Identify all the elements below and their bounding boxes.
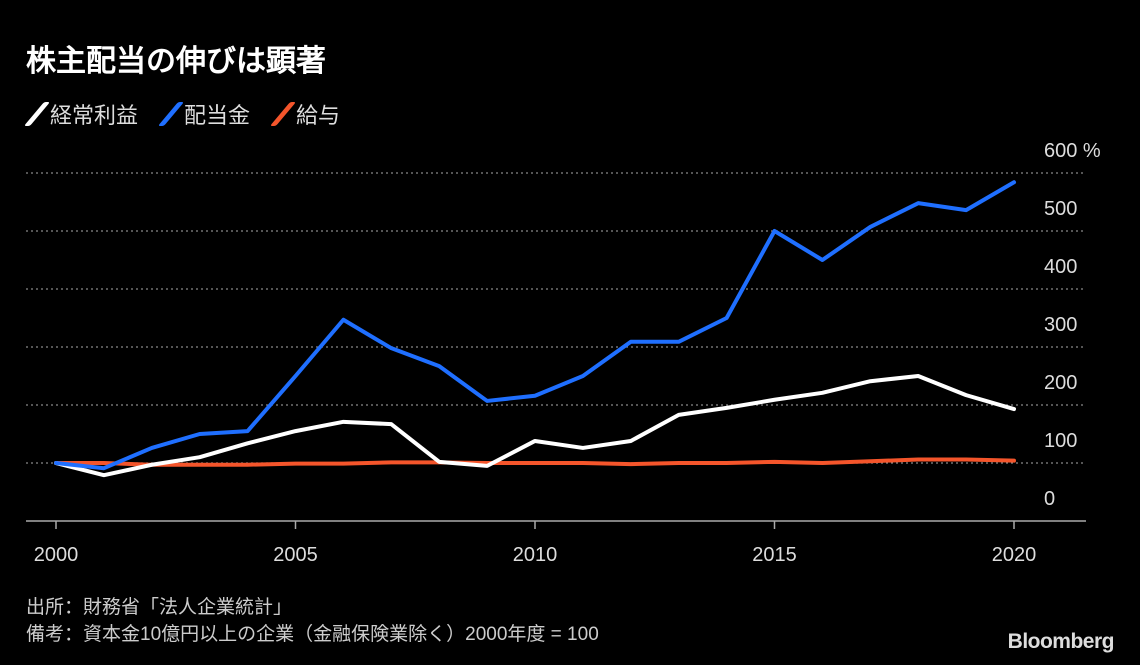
series-line-1: [54, 374, 1016, 478]
y-tick-label: 400: [1044, 256, 1077, 278]
series-line-3: [54, 457, 1016, 467]
y-tick-label: 100: [1044, 430, 1077, 452]
source-note: 出所：財務省「法人企業統計」: [26, 597, 293, 618]
x-tick-label: 2010: [513, 544, 558, 566]
x-tick-label: 2005: [273, 544, 318, 566]
remark-note: 備考：資本金10億円以上の企業（金融保険業除く）2000年度 = 100: [26, 624, 599, 645]
x-tick-label: 2015: [752, 544, 797, 566]
series-line-2: [54, 180, 1016, 471]
bloomberg-logo: Bloomberg: [1007, 630, 1115, 653]
x-tick-label: 2000: [34, 544, 79, 566]
y-tick-label: 300: [1044, 314, 1077, 336]
legend: 経常利益 配当金 給与: [23, 98, 341, 130]
chart-title: 株主配当の伸びは顕著: [26, 45, 326, 78]
x-tick-label: 2020: [992, 544, 1037, 566]
y-tick-label: 200: [1044, 372, 1077, 394]
legend-item: 給与: [269, 98, 341, 130]
legend-item: 配当金: [157, 98, 251, 130]
footnotes: 出所：財務省「法人企業統計」 備考：資本金10億円以上の企業（金融保険業除く）2…: [26, 594, 599, 648]
legend-label: 給与: [296, 103, 341, 128]
legend-label: 配当金: [184, 103, 251, 128]
y-tick-label: 0: [1044, 488, 1055, 510]
y-tick-label: 500: [1044, 198, 1077, 220]
legend-label: 経常利益: [50, 103, 139, 128]
y-tick-label: 600 %: [1044, 140, 1101, 162]
legend-item: 経常利益: [23, 98, 139, 130]
